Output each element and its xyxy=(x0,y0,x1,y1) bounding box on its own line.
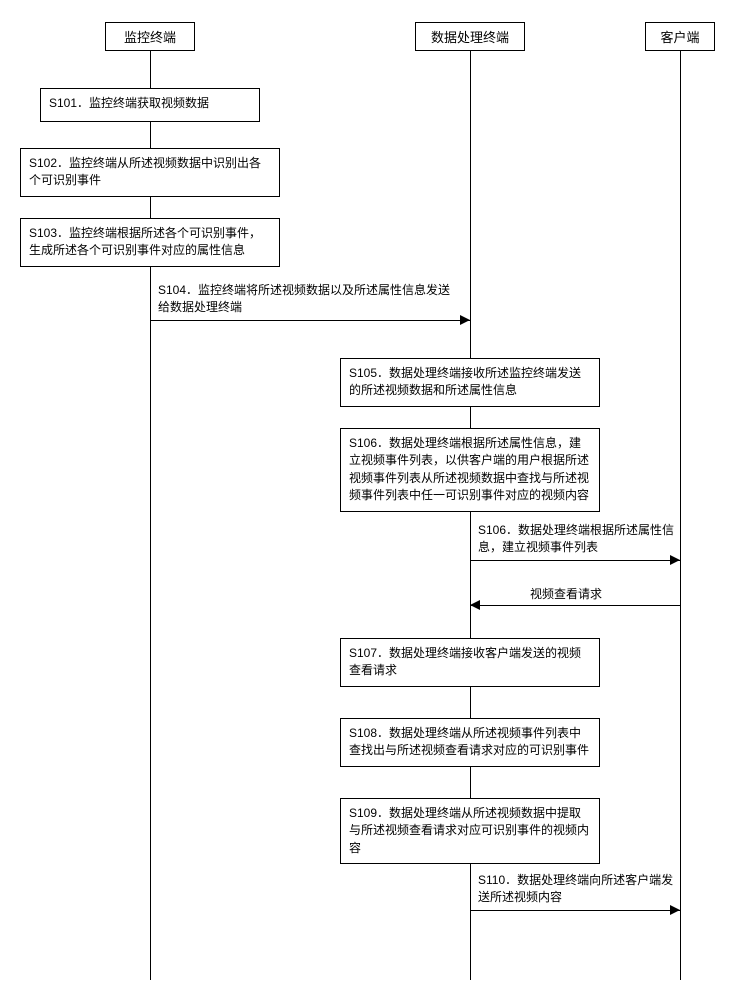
participant-p1: 监控终端 xyxy=(105,22,195,51)
msg-line-m110 xyxy=(470,910,680,911)
step-s101: S101．监控终端获取视频数据 xyxy=(40,88,260,122)
step-s108: S108．数据处理终端从所述视频事件列表中查找出与所述视频查看请求对应的可识别事… xyxy=(340,718,600,767)
msg-label-mreq: 视频查看请求 xyxy=(530,586,630,603)
lifeline-p3 xyxy=(680,50,681,980)
msg-line-mreq xyxy=(470,605,680,606)
msg-line-m104 xyxy=(150,320,470,321)
step-s105: S105．数据处理终端接收所述监控终端发送的所述视频数据和所述属性信息 xyxy=(340,358,600,407)
msg-line-m106 xyxy=(470,560,680,561)
msg-arrowhead-mreq xyxy=(470,600,480,610)
msg-label-m104: S104．监控终端将所述视频数据以及所述属性信息发送给数据处理终端 xyxy=(158,282,458,317)
step-s103: S103．监控终端根据所述各个可识别事件，生成所述各个可识别事件对应的属性信息 xyxy=(20,218,280,267)
participant-p3: 客户端 xyxy=(645,22,715,51)
step-s107: S107．数据处理终端接收客户端发送的视频查看请求 xyxy=(340,638,600,687)
msg-arrowhead-m106 xyxy=(670,555,680,565)
sequence-diagram: 监控终端 数据处理终端 客户端 S101．监控终端获取视频数据 S102．监控终端从所述… xyxy=(0,0,744,1000)
msg-label-m110: S110．数据处理终端向所述客户端发送所述视频内容 xyxy=(478,872,678,907)
step-s106: S106．数据处理终端根据所述属性信息，建立视频事件列表，以供客户端的用户根据所… xyxy=(340,428,600,512)
step-s102: S102．监控终端从所述视频数据中识别出各个可识别事件 xyxy=(20,148,280,197)
participant-p2: 数据处理终端 xyxy=(415,22,525,51)
msg-arrowhead-m104 xyxy=(460,315,470,325)
msg-label-m106: S106．数据处理终端根据所述属性信息，建立视频事件列表 xyxy=(478,522,678,557)
msg-arrowhead-m110 xyxy=(670,905,680,915)
step-s109: S109．数据处理终端从所述视频数据中提取与所述视频查看请求对应可识别事件的视频… xyxy=(340,798,600,864)
